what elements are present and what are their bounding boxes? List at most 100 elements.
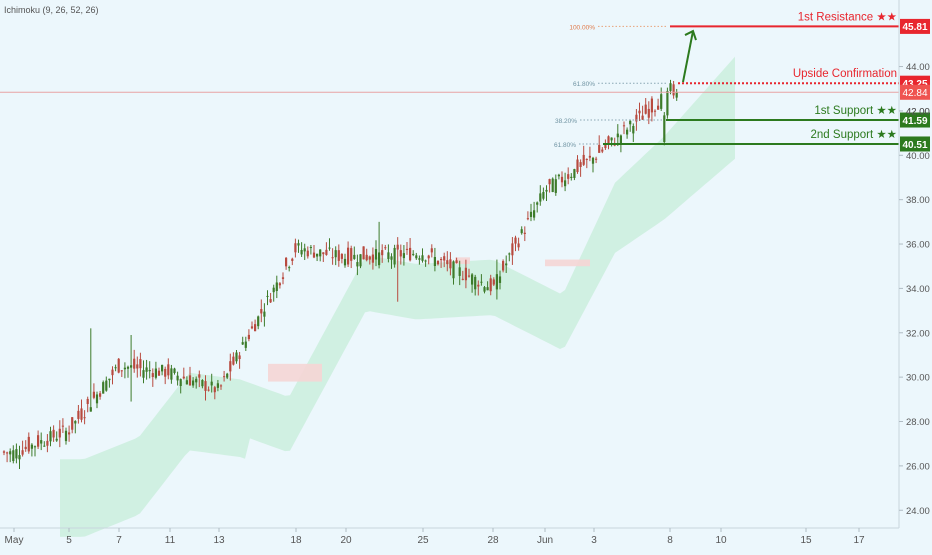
candle-body <box>92 391 95 398</box>
candle <box>40 432 43 451</box>
candle-body <box>424 260 427 262</box>
candle <box>198 370 201 388</box>
candle <box>598 135 601 153</box>
candle <box>179 378 182 394</box>
candle <box>235 350 238 364</box>
candle-body <box>629 120 632 125</box>
candle <box>564 172 567 192</box>
candle-body <box>390 256 393 260</box>
candle-body <box>133 358 136 369</box>
candle-body <box>567 174 570 179</box>
candle-body <box>161 364 164 372</box>
candle-body <box>139 359 142 369</box>
candle-body <box>102 382 105 394</box>
candle-body <box>68 432 71 435</box>
candle <box>545 185 548 201</box>
candle-body <box>229 361 232 372</box>
candle-body <box>610 137 613 141</box>
candle <box>278 282 281 289</box>
candle-body <box>319 249 322 257</box>
fib-label: 100.00% <box>569 24 595 31</box>
candle <box>576 155 579 174</box>
candle-body <box>254 324 257 332</box>
candle <box>24 440 27 452</box>
candle-body <box>123 367 126 370</box>
candle <box>151 368 154 387</box>
candle-body <box>635 114 638 122</box>
candle-body <box>529 211 533 217</box>
candle-body <box>471 274 474 285</box>
candle-body <box>18 455 21 460</box>
candle-body <box>55 438 58 441</box>
candle <box>167 358 170 380</box>
candle-body <box>412 253 415 255</box>
candle-body <box>117 358 120 373</box>
candle-body <box>46 440 49 446</box>
fib-label: 38.20% <box>555 118 577 125</box>
candle <box>629 119 632 132</box>
candle <box>291 257 294 266</box>
candle <box>427 254 430 265</box>
candle <box>105 376 108 392</box>
candle-body <box>309 247 312 249</box>
candle-body <box>24 446 27 450</box>
cloud-bearish <box>455 257 470 264</box>
candle <box>359 254 362 269</box>
candle <box>210 373 213 393</box>
candle <box>579 159 582 177</box>
candle-body <box>511 243 514 256</box>
candle-body <box>111 369 114 376</box>
level-price-label: 43.25 <box>902 79 927 90</box>
candle <box>607 135 610 150</box>
candle-body <box>526 218 529 220</box>
candle-body <box>595 158 598 160</box>
candle-body <box>27 436 30 452</box>
candle <box>436 260 440 266</box>
candle <box>83 410 86 425</box>
candle-body <box>415 255 418 259</box>
candle <box>108 378 111 388</box>
candle <box>226 372 229 380</box>
x-tick-label: 8 <box>667 535 673 546</box>
candle-body <box>495 274 498 290</box>
x-tick-label: 17 <box>853 535 865 546</box>
level-name: 1st Support ★★ <box>814 105 897 117</box>
candle <box>120 370 123 378</box>
candle-body <box>347 247 350 265</box>
candle <box>542 187 545 201</box>
candle <box>272 284 275 302</box>
candle-body <box>449 259 452 269</box>
arrow-head <box>684 29 697 41</box>
candle-body <box>381 250 384 256</box>
candle-body <box>120 370 123 372</box>
candle-body <box>607 136 610 143</box>
candle <box>508 252 511 262</box>
level-price-label: 45.81 <box>902 22 927 33</box>
candle <box>350 245 353 269</box>
candle-body <box>77 410 80 419</box>
candle <box>675 88 678 101</box>
candle <box>46 434 49 453</box>
candle <box>117 358 120 374</box>
candle <box>483 285 486 294</box>
candle-body <box>474 276 477 290</box>
candle <box>192 377 195 388</box>
candle-body <box>49 431 52 442</box>
candle <box>570 173 573 181</box>
candle <box>164 366 167 385</box>
candle-body <box>21 450 24 455</box>
candle <box>334 246 337 266</box>
candle <box>443 252 446 268</box>
candle <box>142 360 145 384</box>
candle-body <box>545 189 548 192</box>
x-tick-label: Jun <box>537 535 553 546</box>
candle <box>133 349 136 373</box>
candle-body <box>257 316 260 327</box>
candle <box>536 201 539 213</box>
time-axis: May 5 7 11 13 18 20 25 28 Jun 3 8 10 15 17 <box>0 527 899 546</box>
candle <box>495 259 498 300</box>
candle-body <box>359 254 362 267</box>
candle-body <box>226 373 229 378</box>
